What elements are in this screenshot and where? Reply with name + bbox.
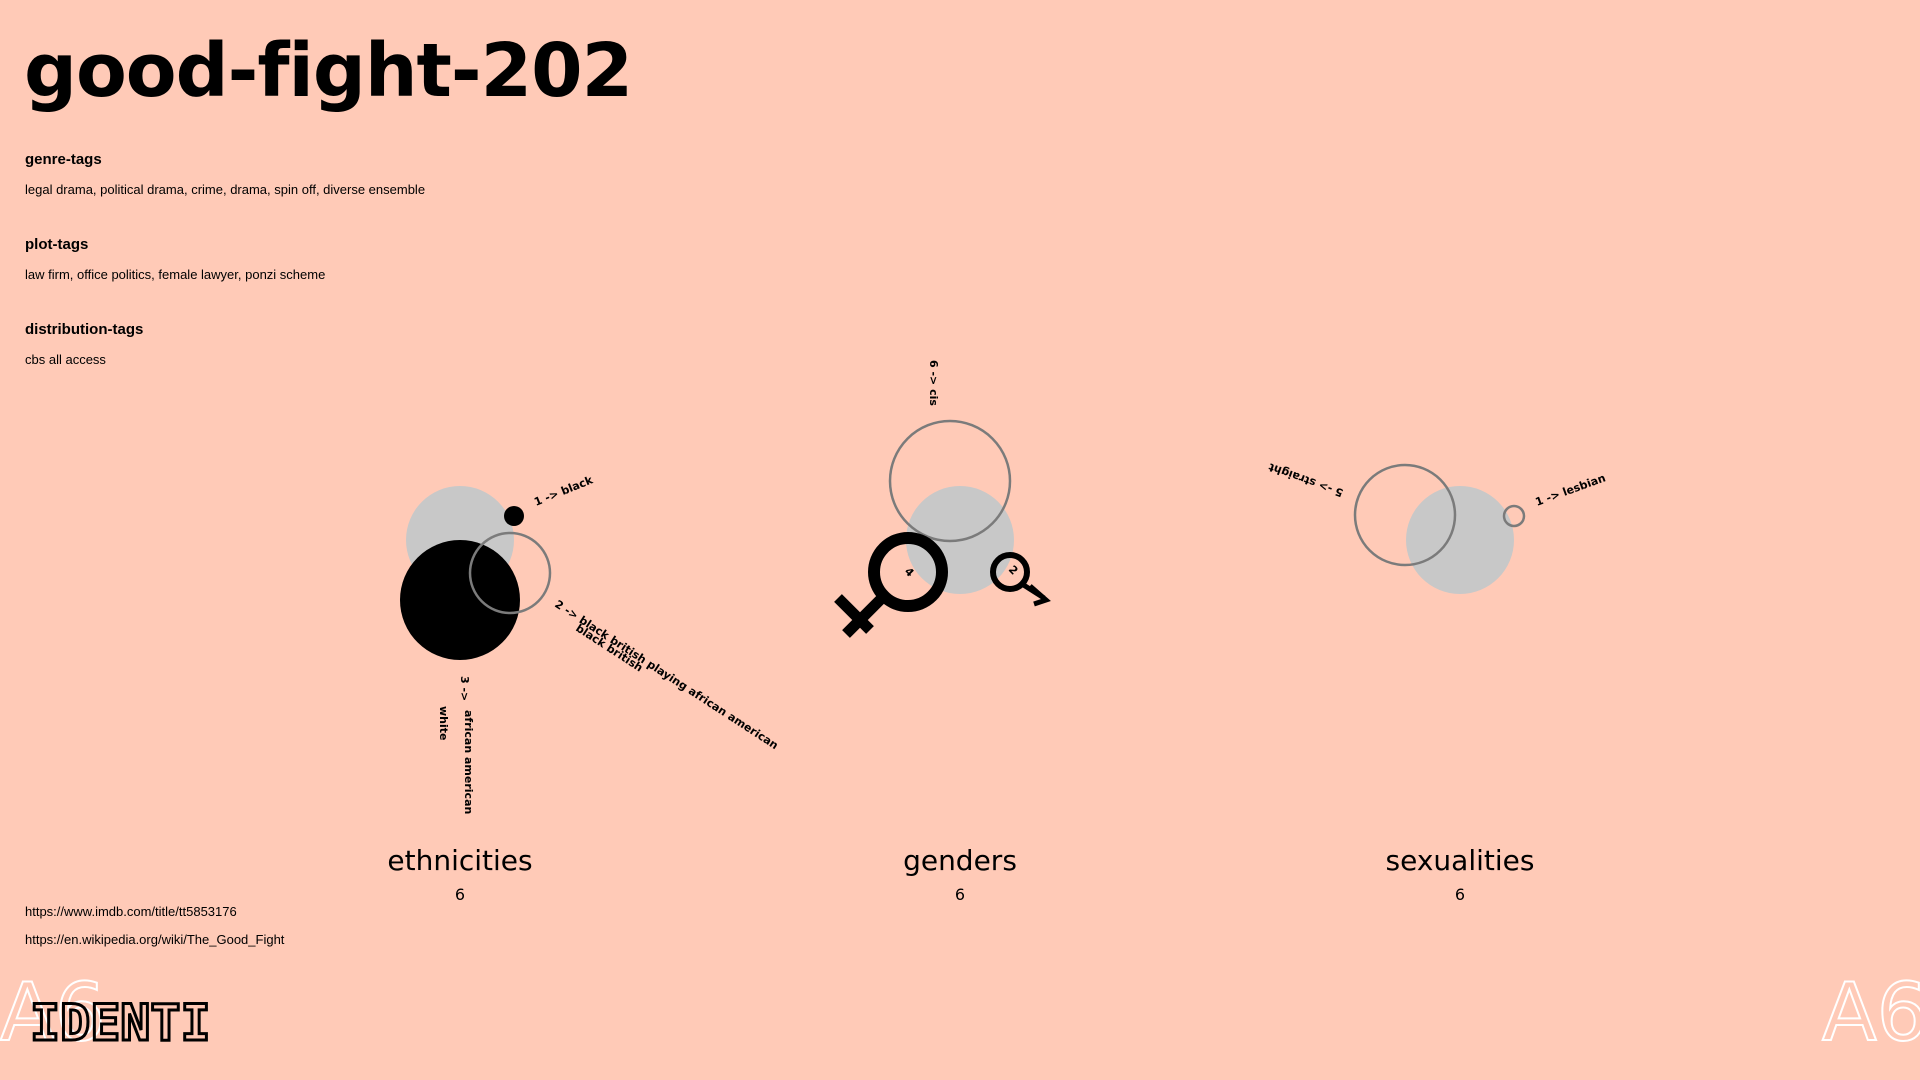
white-annotation: white [437,706,450,740]
male-annotation: 2 [1006,563,1021,578]
african-american-circle [468,531,552,615]
sexualities-base-circle [1406,486,1514,594]
ethnicities-count: 6 [455,885,465,904]
watermark-right-icon: A6 [1822,966,1920,1059]
plot-tags-heading: plot-tags [25,236,89,253]
lesbian-annotation: 1 -> lesbian [1534,471,1608,508]
distribution-tags-values: cbs all access [25,352,106,367]
cis-annotation: 6 -> cis [927,360,940,406]
logo-text: IDENTI [30,994,211,1052]
female-annotation: 4 [902,565,917,580]
logo-watermark-left-icon: A6 [0,966,106,1059]
straight-annotation: 5 -> straight [1267,460,1345,499]
page-title: good-fight-202 [24,28,633,114]
black-annotation: 1 -> black [532,473,595,509]
sexualities-label: sexualities [1386,844,1535,877]
distribution-tags-section: distribution-tags cbs all access [25,321,143,367]
black-british-playing-african-american-annotation: 2 -> black british playing african ameri… [552,598,780,753]
genre-tags-heading: genre-tags [25,151,102,168]
plot-tags-values: law firm, office politics, female lawyer… [25,267,326,282]
genders-count: 6 [955,885,965,904]
links-section: https://www.imdb.com/title/tt5853176 htt… [25,904,284,960]
sexualities-group: 5 -> straight 1 -> lesbian sexualities 6 [1267,460,1608,904]
black-circle [504,506,524,526]
imdb-link[interactable]: https://www.imdb.com/title/tt5853176 [25,904,237,919]
ethnicities-group: 1 -> black 2 -> black british playing af… [387,473,780,904]
african-american-count-annotation: 3 -> [458,676,471,701]
sexualities-count: 6 [1455,885,1465,904]
genre-tags-values: legal drama, political drama, crime, dra… [25,182,426,197]
cis-circle [888,419,1012,543]
distribution-tags-heading: distribution-tags [25,321,144,338]
logo: A6 IDENTI [0,965,212,1060]
plot-tags-section: plot-tags law firm, office politics, fem… [25,236,325,282]
straight-circle [1353,463,1457,567]
genders-label: genders [903,844,1017,877]
african-american-annotation: african american [462,710,475,814]
ethnicities-label: ethnicities [387,844,532,877]
white-circle [400,540,520,660]
wikipedia-link[interactable]: https://en.wikipedia.org/wiki/The_Good_F… [25,932,285,947]
male-symbol-icon: 2 [990,552,1051,607]
genders-group: 6 -> cis 4 2 genders 6 [834,360,1051,904]
genre-tags-section: genre-tags legal drama, political drama,… [25,151,425,197]
lesbian-circle [1502,504,1526,528]
